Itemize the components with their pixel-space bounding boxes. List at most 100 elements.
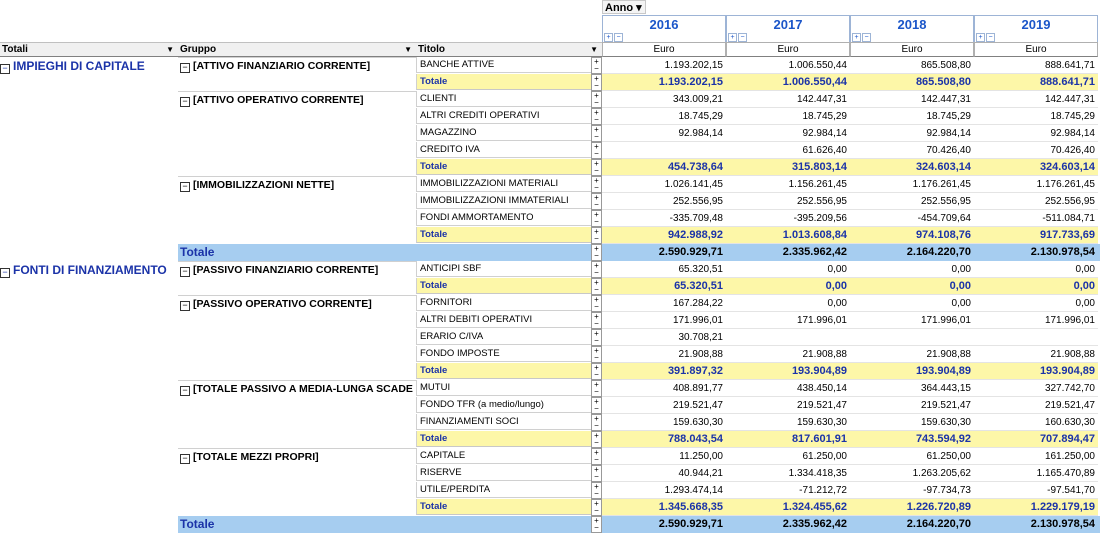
expand-collapse-toggle[interactable]: + − xyxy=(591,142,602,159)
expand-collapse-toggle[interactable]: + − xyxy=(591,397,602,414)
collapse-box-icon[interactable]: − xyxy=(0,268,10,278)
expand-icon[interactable]: + xyxy=(728,33,737,42)
table-row: ALTRI DEBITI OPERATIVI + −171.996,01 171.99… xyxy=(416,312,1100,329)
expand-collapse-toggle[interactable]: + − xyxy=(591,380,602,397)
value-cell-2017: 61.626,40 xyxy=(726,142,850,159)
collapse-box-icon[interactable]: − xyxy=(0,64,10,74)
expand-collapse-toggle[interactable]: + − xyxy=(591,57,602,74)
value-cell-2019: 142.447,31 xyxy=(974,91,1098,108)
expand-collapse-controls[interactable]: + − xyxy=(974,33,1098,42)
expand-icon[interactable]: + xyxy=(976,33,985,42)
collapse-icon[interactable]: − xyxy=(738,33,747,42)
header-titolo[interactable]: Titolo ▼ xyxy=(416,42,602,57)
value-cell-2018: -454.709,64 xyxy=(850,210,974,227)
value-cell-2016: 11.250,00 xyxy=(602,448,726,465)
header-totali[interactable]: Totali ▼ xyxy=(0,42,178,57)
group-header[interactable]: − [TOTALE PASSIVO A MEDIA-LUNGA SCADE xyxy=(178,380,416,398)
group-header[interactable]: − [IMMOBILIZZAZIONI NETTE] xyxy=(178,176,416,194)
section-label: FONTI DI FINANZIAMENTO xyxy=(13,263,167,277)
group-header[interactable]: − [TOTALE MEZZI PROPRI] xyxy=(178,448,416,466)
value-cell-2017: 252.556,95 xyxy=(726,193,850,210)
header-titolo-label: Titolo xyxy=(418,44,446,55)
value-cell-2018: 0,00 xyxy=(850,295,974,312)
group-header[interactable]: − [ATTIVO FINANZIARIO CORRENTE] xyxy=(178,57,416,75)
table-row: RISERVE + −40.944,21 1.334.418,35 1.263.205,… xyxy=(416,465,1100,482)
value-cell-2019: 219.521,47 xyxy=(974,397,1098,414)
collapse-box-icon[interactable]: − xyxy=(180,454,190,464)
expand-collapse-controls[interactable]: + − xyxy=(726,33,850,42)
unit-header: Euro xyxy=(850,42,974,57)
expand-collapse-toggle[interactable]: + − xyxy=(591,176,602,193)
table-row: FINANZIAMENTI SOCI + −159.630,30 159.630,30… xyxy=(416,414,1100,431)
expand-collapse-toggle[interactable]: + − xyxy=(591,227,602,244)
expand-collapse-toggle[interactable]: + − xyxy=(591,278,602,295)
value-cell-2018 xyxy=(850,329,974,346)
collapse-box-icon[interactable]: − xyxy=(180,301,190,311)
year-header-2016[interactable]: 2016 xyxy=(602,15,726,33)
expand-collapse-toggle[interactable]: + − xyxy=(591,516,602,533)
value-cell-2016: -335.709,48 xyxy=(602,210,726,227)
expand-collapse-toggle[interactable]: + − xyxy=(591,91,602,108)
collapse-box-icon[interactable]: − xyxy=(180,182,190,192)
value-cell-2017: -71.212,72 xyxy=(726,482,850,499)
expand-collapse-toggle[interactable]: + − xyxy=(591,261,602,278)
header-totali-label: Totali xyxy=(2,44,28,55)
table-row: FONDO IMPOSTE + −21.908,88 21.908,88 21.908,… xyxy=(416,346,1100,363)
expand-collapse-toggle[interactable]: + − xyxy=(591,448,602,465)
subtotal-row: Totale + −942.988,92 1.013.608,84 974.108,76… xyxy=(416,227,1100,244)
expand-collapse-toggle[interactable]: + − xyxy=(591,363,602,380)
expand-collapse-toggle[interactable]: + − xyxy=(591,108,602,125)
expand-collapse-controls[interactable]: + − xyxy=(850,33,974,42)
expand-collapse-toggle[interactable]: + − xyxy=(591,499,602,516)
collapse-box-icon[interactable]: − xyxy=(180,97,190,107)
subtotal-label: Totale xyxy=(416,227,591,243)
expand-collapse-toggle[interactable]: + − xyxy=(591,346,602,363)
year-header-2017[interactable]: 2017 xyxy=(726,15,850,33)
expand-collapse-toggle[interactable]: + − xyxy=(591,482,602,499)
expand-collapse-toggle[interactable]: + − xyxy=(591,193,602,210)
table-row: BANCHE ATTIVE + −1.193.202,15 1.006.550,44 8… xyxy=(416,57,1100,74)
expand-collapse-toggle[interactable]: + − xyxy=(591,244,602,261)
expand-collapse-toggle[interactable]: + − xyxy=(591,125,602,142)
collapse-box-icon[interactable]: − xyxy=(180,63,190,73)
value-cell-2017: 1.324.455,62 xyxy=(726,499,850,516)
expand-collapse-toggle[interactable]: + − xyxy=(591,74,602,91)
expand-collapse-toggle[interactable]: + − xyxy=(591,431,602,448)
header-gruppo[interactable]: Gruppo ▼ xyxy=(178,42,416,57)
total-value-2018: 2.164.220,70 xyxy=(850,244,974,261)
value-cell-2018: 865.508,80 xyxy=(850,74,974,91)
collapse-icon[interactable]: − xyxy=(986,33,995,42)
value-cell-2016: 167.284,22 xyxy=(602,295,726,312)
value-cell-2017: 61.250,00 xyxy=(726,448,850,465)
subtotal-row: Totale + −1.345.668,35 1.324.455,62 1.226.72… xyxy=(416,499,1100,516)
expand-icon[interactable]: + xyxy=(852,33,861,42)
value-cell-2017: 1.006.550,44 xyxy=(726,57,850,74)
expand-collapse-controls[interactable]: + − xyxy=(602,33,726,42)
titolo-cell: ERARIO C/IVA xyxy=(416,329,591,345)
section-header[interactable]: − FONTI DI FINANZIAMENTO xyxy=(0,262,178,278)
value-cell-2019 xyxy=(974,329,1098,346)
section-header[interactable]: − IMPIEGHI DI CAPITALE xyxy=(0,58,178,74)
expand-collapse-toggle[interactable]: + − xyxy=(591,312,602,329)
group-header[interactable]: − [ATTIVO OPERATIVO CORRENTE] xyxy=(178,91,416,109)
expand-collapse-toggle[interactable]: + − xyxy=(591,295,602,312)
expand-collapse-toggle[interactable]: + − xyxy=(591,329,602,346)
titolo-cell: MUTUI xyxy=(416,380,591,396)
year-header-2018[interactable]: 2018 xyxy=(850,15,974,33)
expand-collapse-toggle[interactable]: + − xyxy=(591,414,602,431)
group-header[interactable]: − [PASSIVO OPERATIVO CORRENTE] xyxy=(178,295,416,313)
collapse-icon[interactable]: − xyxy=(862,33,871,42)
group-header[interactable]: − [PASSIVO FINANZIARIO CORRENTE] xyxy=(178,261,416,279)
collapse-icon[interactable]: − xyxy=(614,33,623,42)
expand-collapse-toggle[interactable]: + − xyxy=(591,159,602,176)
anno-filter-button[interactable]: Anno ▾ xyxy=(602,0,646,14)
year-header-2019[interactable]: 2019 xyxy=(974,15,1098,33)
table-row: CREDITO IVA + −61.626,40 70.426,40 70.426,40 xyxy=(416,142,1100,159)
dropdown-arrow-icon: ▼ xyxy=(404,45,412,54)
titolo-cell: FINANZIAMENTI SOCI xyxy=(416,414,591,430)
collapse-box-icon[interactable]: − xyxy=(180,267,190,277)
collapse-box-icon[interactable]: − xyxy=(180,386,190,396)
expand-collapse-toggle[interactable]: + − xyxy=(591,210,602,227)
expand-icon[interactable]: + xyxy=(604,33,613,42)
expand-collapse-toggle[interactable]: + − xyxy=(591,465,602,482)
